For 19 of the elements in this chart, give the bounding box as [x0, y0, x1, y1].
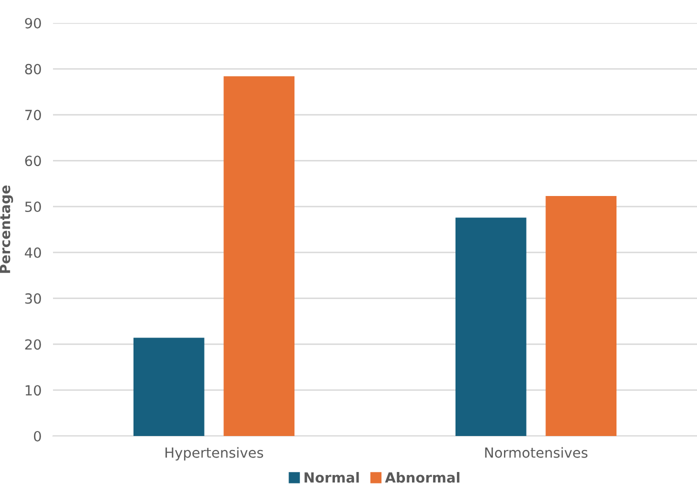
bar [224, 76, 294, 436]
legend-label: Abnormal [385, 472, 460, 483]
bar [546, 196, 616, 436]
legend-label: Normal [304, 472, 359, 483]
y-axis-title: Percentage [0, 185, 14, 273]
y-tick-label: 30 [25, 293, 41, 304]
y-tick-label: 20 [25, 339, 41, 350]
y-tick-label: 70 [25, 110, 41, 120]
y-tick-label: 60 [25, 156, 41, 166]
y-tick-label: 90 [25, 18, 41, 28]
y-tick-label: 40 [24, 247, 41, 258]
x-tick-label: Normotensives [485, 447, 588, 458]
y-tick-label: 10 [26, 385, 41, 396]
bar [455, 218, 526, 436]
x-tick-label: Hypertensives [166, 447, 264, 461]
y-tick-label: 80 [25, 64, 41, 74]
y-tick-label: 50 [25, 202, 41, 212]
bar [133, 338, 204, 436]
y-tick-label: 0 [34, 430, 41, 442]
